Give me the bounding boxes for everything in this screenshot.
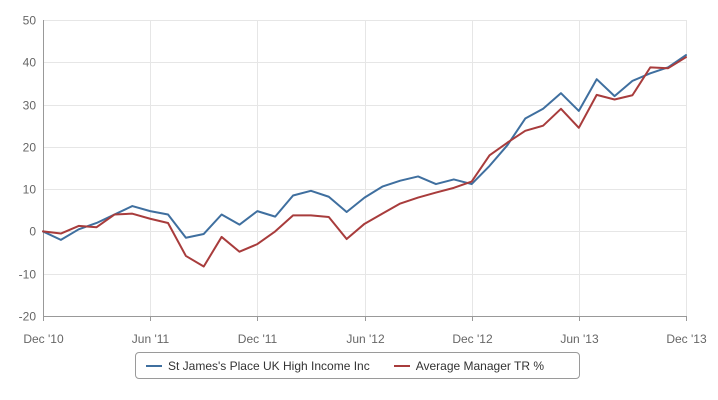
y-tick-label: 20 — [23, 141, 37, 155]
x-tick-label: Jun '13 — [560, 332, 599, 346]
legend-item-sjp[interactable]: St James's Place UK High Income Inc — [146, 359, 370, 373]
legend-item-average-manager[interactable]: Average Manager TR % — [393, 358, 544, 373]
y-tick-label: 0 — [29, 225, 36, 239]
y-tick-label: 40 — [23, 56, 37, 70]
legend-label-sjp: St James's Place UK High Income Inc — [168, 358, 370, 373]
legend: St James's Place UK High Income Inc Aver… — [135, 352, 580, 379]
x-tick-label: Dec '11 — [238, 332, 278, 346]
x-tick-label: Jun '11 — [132, 332, 170, 346]
x-tick-label: Dec '13 — [666, 332, 707, 346]
y-tick-label: 30 — [23, 99, 37, 113]
legend-swatch-average-manager — [393, 364, 410, 367]
y-tick-label: 50 — [23, 14, 37, 28]
series-lines — [42, 54, 687, 268]
x-tick-label: Jun '12 — [346, 332, 385, 346]
x-tick-label: Dec '10 — [23, 332, 64, 346]
y-tick-label: -10 — [19, 268, 37, 282]
y-tick-label: -20 — [19, 310, 37, 324]
y-tick-label: 10 — [23, 183, 37, 197]
grid-lines — [43, 20, 687, 317]
x-tick-label: Dec '12 — [452, 332, 493, 346]
series-line-sjp — [42, 54, 687, 241]
legend-label-average-manager: Average Manager TR % — [415, 358, 544, 373]
series-line-average-manager — [42, 56, 687, 268]
legend-swatch-sjp — [146, 364, 162, 367]
axes: -20 -10 0 10 20 30 40 50 Dec '10 Jun '11 Dec '11 Ju… — [19, 14, 707, 347]
